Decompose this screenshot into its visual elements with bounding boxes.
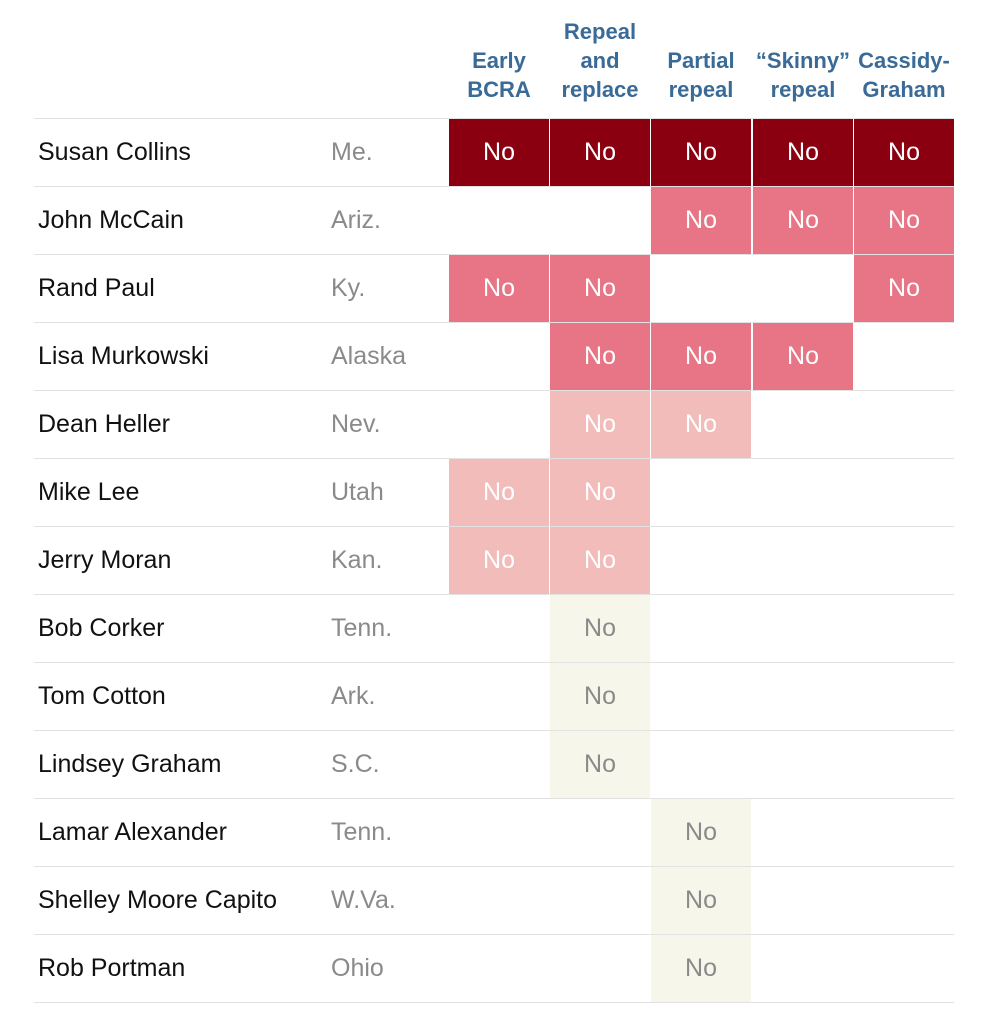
column-header-line: replace — [561, 77, 639, 102]
column-header-line: Early — [472, 48, 526, 73]
senator-name: Susan Collins — [38, 138, 191, 166]
senator-name: John McCain — [38, 206, 184, 234]
column-header-line: Cassidy- — [858, 48, 950, 73]
senator-name: Dean Heller — [38, 410, 171, 438]
column-header-line: “Skinny” — [755, 48, 851, 73]
senator-state: Nev. — [331, 410, 381, 438]
senator-state: S.C. — [331, 750, 380, 778]
senator-state: Ariz. — [331, 206, 381, 234]
senator-name: Mike Lee — [38, 478, 140, 506]
vote-cell-partial_repeal: No — [651, 935, 751, 1002]
senator-name: Bob Corker — [38, 614, 165, 642]
senator-state: Ky. — [331, 274, 366, 302]
vote-cell-partial_repeal: No — [651, 867, 751, 934]
column-header-line: and — [580, 48, 620, 73]
senator-name: Lisa Murkowski — [38, 342, 209, 370]
table-row: Shelley Moore Capito W.Va. No — [34, 866, 954, 935]
vote-cell-skinny_repeal: No — [753, 323, 853, 390]
vote-cell-partial_repeal: No — [651, 323, 751, 390]
column-header-line: repeal — [770, 77, 836, 102]
senator-state: Ohio — [331, 954, 384, 982]
table-row: Mike Lee Utah No No — [34, 458, 954, 527]
table-row: Susan Collins Me. No No No No No — [34, 118, 954, 187]
column-header-skinny_repeal: “Skinny” repeal — [743, 46, 863, 104]
vote-cell-repeal_replace: No — [550, 595, 650, 662]
vote-cell-partial_repeal: No — [651, 119, 751, 186]
table-row: Rand Paul Ky. No No No — [34, 254, 954, 323]
senator-state: Tenn. — [331, 614, 393, 642]
table-bottom-rule — [34, 1002, 954, 1003]
senator-name: Lindsey Graham — [38, 750, 222, 778]
vote-cell-repeal_replace: No — [550, 255, 650, 322]
senator-state: Alaska — [331, 342, 407, 370]
vote-cell-repeal_replace: No — [550, 119, 650, 186]
vote-cell-repeal_replace: No — [550, 459, 650, 526]
vote-cell-partial_repeal: No — [651, 187, 751, 254]
vote-cell-partial_repeal: No — [651, 391, 751, 458]
vote-cell-repeal_replace: No — [550, 323, 650, 390]
column-header-cassidy_graham: Cassidy- Graham — [844, 46, 964, 104]
senator-state: Ark. — [331, 682, 376, 710]
table-row: Jerry Moran Kan. No No — [34, 526, 954, 595]
senator-name: Lamar Alexander — [38, 818, 228, 846]
senator-name: Jerry Moran — [38, 546, 172, 574]
senator-name: Tom Cotton — [38, 682, 166, 710]
vote-cell-repeal_replace: No — [550, 527, 650, 594]
senator-state: Kan. — [331, 546, 383, 574]
senator-name: Rand Paul — [38, 274, 155, 302]
table-row: Dean Heller Nev. No No — [34, 390, 954, 459]
vote-cell-early_bcra: No — [449, 459, 549, 526]
senator-state: Tenn. — [331, 818, 393, 846]
vote-cell-repeal_replace: No — [550, 663, 650, 730]
column-header-line: BCRA — [467, 77, 531, 102]
column-header-early_bcra: Early BCRA — [439, 46, 559, 104]
column-header-line: Repeal — [563, 19, 637, 44]
column-header-line: Graham — [862, 77, 946, 102]
vote-cell-early_bcra: No — [449, 119, 549, 186]
column-header-line: Partial — [667, 48, 735, 73]
senator-name: Shelley Moore Capito — [38, 886, 278, 914]
table-row: Bob Corker Tenn. No — [34, 594, 954, 663]
vote-cell-early_bcra: No — [449, 255, 549, 322]
vote-cell-repeal_replace: No — [550, 391, 650, 458]
vote-cell-repeal_replace: No — [550, 731, 650, 798]
column-header-partial_repeal: Partial repeal — [641, 46, 761, 104]
table-row: John McCain Ariz. No No No — [34, 186, 954, 255]
table-row: Lisa Murkowski Alaska No No No — [34, 322, 954, 391]
table-row: Rob Portman Ohio No — [34, 934, 954, 1003]
vote-cell-partial_repeal: No — [651, 799, 751, 866]
table-row: Tom Cotton Ark. No — [34, 662, 954, 731]
vote-cell-cassidy_graham: No — [854, 255, 954, 322]
vote-cell-early_bcra: No — [449, 527, 549, 594]
vote-cell-cassidy_graham: No — [854, 187, 954, 254]
senator-name: Rob Portman — [38, 954, 186, 982]
table-row: Lamar Alexander Tenn. No — [34, 798, 954, 867]
vote-cell-cassidy_graham: No — [854, 119, 954, 186]
senator-state: Utah — [331, 478, 384, 506]
senator-state: W.Va. — [331, 886, 396, 914]
vote-cell-skinny_repeal: No — [753, 187, 853, 254]
senator-state: Me. — [331, 138, 373, 166]
table-row: Lindsey Graham S.C. No — [34, 730, 954, 799]
vote-cell-skinny_repeal: No — [753, 119, 853, 186]
column-header-repeal_replace: Repeal and replace — [540, 17, 660, 104]
column-header-line: repeal — [668, 77, 734, 102]
